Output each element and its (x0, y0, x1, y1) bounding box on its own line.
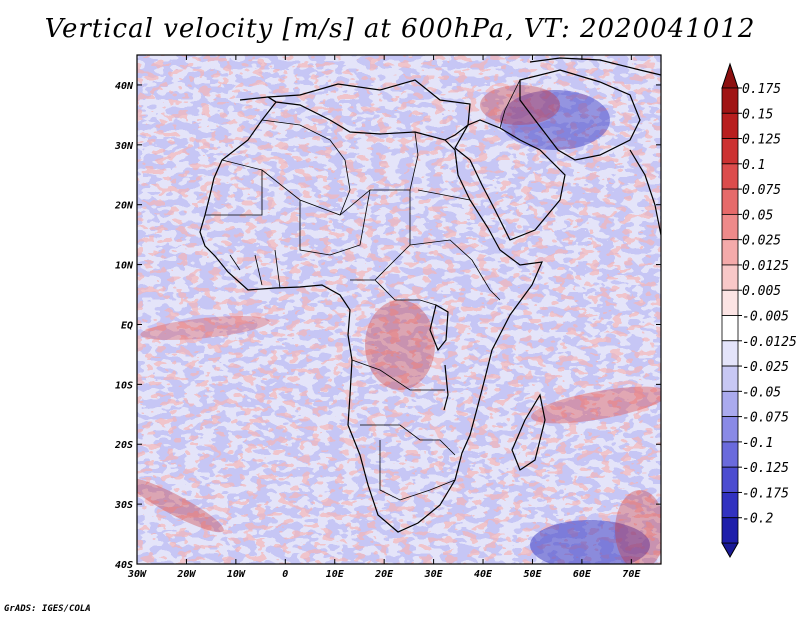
colorbar-label: -0.1 (742, 436, 773, 451)
lon-tick-label: 20E (374, 569, 394, 580)
colorbar-label: -0.025 (742, 360, 789, 375)
atlantic-ascent-band (140, 315, 270, 341)
colorbar-label: 0.075 (742, 183, 781, 198)
country-borders (205, 79, 521, 501)
india-coast (629, 149, 661, 236)
colorbar-label: 0.025 (742, 234, 781, 249)
colorbar-label: 0.175 (742, 82, 781, 97)
lat-tick-label: 10S (115, 380, 133, 391)
lon-tick-group: 30W 20W 10W 0 10E 20E 30E 40E 50E 60E 70E (127, 55, 641, 580)
colorbar-label: 0.1 (742, 158, 765, 173)
colorbar-bottom-arrow (721, 542, 739, 559)
lon-tick-label: 50E (523, 569, 542, 580)
colorbar-label: -0.05 (742, 385, 781, 400)
lon-tick-label: 30E (424, 569, 444, 580)
caspian-north-coast (529, 57, 661, 76)
arabia-coastline (454, 119, 566, 241)
colorbar-swatch (721, 264, 739, 291)
colorbar-label: -0.125 (742, 461, 789, 476)
lat-tick-label: 20N (114, 201, 134, 212)
lat-tick-label: 30S (114, 500, 133, 511)
congo-ascent-region (365, 300, 435, 390)
lat-tick-label: 10N (115, 261, 134, 272)
lake-victoria (429, 304, 449, 352)
lon-tick-label: 10W (227, 569, 246, 580)
se-ascent-region (615, 490, 661, 564)
southern-ocean-descent-region (530, 520, 650, 564)
colorbar-label: 0.05 (742, 208, 773, 223)
colorbar-label: -0.0125 (742, 335, 797, 350)
lon-tick-label: 10E (326, 569, 345, 580)
lon-tick-label: 40E (474, 569, 493, 580)
lon-tick-label: 20W (176, 569, 196, 580)
colorbar-swatch (721, 390, 739, 418)
colorbar-label: 0.005 (742, 284, 781, 299)
colorbar-label: 0.125 (742, 133, 781, 148)
mediterranean-coast (266, 79, 471, 141)
indian-ocean-ascent-band (531, 386, 661, 424)
colorbar-swatch (721, 365, 739, 392)
grads-credit: GrADS: IGES/COLA (4, 604, 91, 614)
colorbar-swatch (721, 492, 739, 519)
chart-title: Vertical velocity [m/s] at 600hPa, VT: 2… (44, 14, 756, 44)
colorbar-swatch (721, 289, 739, 316)
lat-tick-label: 40N (115, 81, 134, 92)
colorbar-label: 0.0125 (742, 259, 789, 274)
lat-tick-label: 30N (114, 141, 134, 152)
colorbar-swatch (721, 188, 739, 215)
madagascar-outline (511, 393, 546, 471)
colorbar: 0.175 0.15 0.125 0.1 0.075 0.05 0.025 0.0125 0.0… (721, 62, 797, 559)
iran-ascent-region (480, 85, 560, 125)
colorbar-swatch (721, 315, 739, 342)
plot-area (137, 55, 661, 564)
lon-tick-label: 30W (127, 569, 147, 580)
iran-outline (519, 69, 641, 161)
coastlines (199, 57, 661, 533)
lat-tick-label: EQ (121, 320, 133, 331)
colorbar-swatch (721, 112, 739, 139)
lat-tick-label: 20S (114, 440, 133, 451)
lon-tick-label: 60E (573, 569, 592, 580)
colorbar-swatch (721, 517, 739, 544)
lat-tick-label: 40S (115, 560, 133, 571)
lake-malawi (443, 364, 449, 411)
lon-tick-label: 0 (282, 569, 288, 580)
colorbar-label: -0.175 (742, 486, 789, 501)
lat-tick-group: 40N 30N 20N 10N EQ 10S 20S 30S 40S (114, 81, 661, 571)
africa-coastline (199, 96, 543, 533)
colorbar-swatch (721, 87, 739, 114)
colorbar-top-arrow (721, 62, 739, 89)
field-positive-texture (137, 55, 661, 564)
colorbar-label: -0.075 (742, 411, 789, 426)
plot-frame (136, 54, 662, 565)
lon-tick-label: 70E (622, 569, 641, 580)
colorbar-label: -0.005 (742, 310, 789, 325)
colorbar-swatch (721, 416, 739, 443)
colorbar-swatch (721, 138, 739, 165)
colorbar-label: -0.2 (742, 512, 773, 527)
colorbar-swatch (721, 340, 739, 367)
colorbar-label: 0.15 (742, 107, 773, 122)
colorbar-swatch (721, 239, 739, 266)
colorbar-swatch (721, 213, 739, 241)
iran-descent-region (500, 90, 610, 150)
colorbar-swatch (721, 441, 739, 468)
sw-atlantic-ascent-band (137, 477, 224, 533)
colorbar-swatch (721, 163, 739, 190)
colorbar-swatch (721, 466, 739, 493)
